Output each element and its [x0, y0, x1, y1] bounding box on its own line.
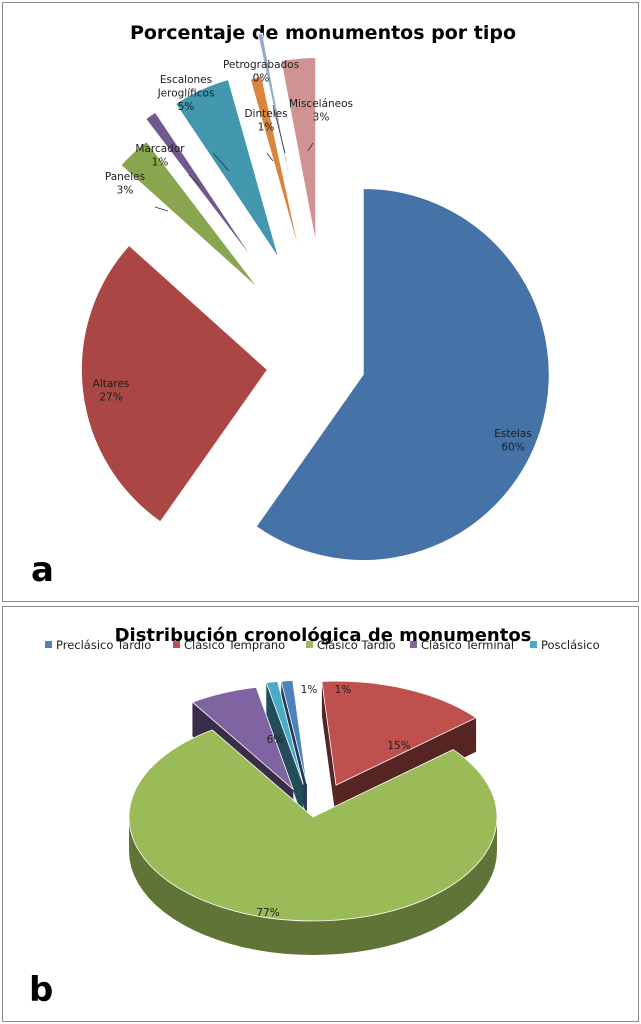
data-label-posclasico: 1%	[301, 684, 318, 696]
chart-panel-b: Distribución cronológica de monumentos P…	[2, 606, 639, 1022]
legend-label-posclasico: Posclásico	[541, 638, 600, 652]
data-label-clasico-terminal: 6%	[267, 734, 284, 746]
slice-dinteles	[249, 75, 302, 259]
chart-b-svg: Distribución cronológica de monumentos P…	[29, 625, 600, 1010]
leader-line-marcador	[188, 174, 200, 186]
chart-b-labels: 1% 15% 77% 6% 1%	[256, 684, 410, 919]
leader-line-miscelaneos	[307, 142, 314, 152]
slice-label-paneles: Paneles 3%	[105, 171, 145, 197]
slice-miscelaneos	[280, 57, 317, 244]
legend-label-clasico-temprano: Clásico Temprano	[184, 638, 285, 652]
chart-a-labels: Estelas 60% Altares 27% Paneles 3%Marcador 1% E…	[93, 59, 532, 454]
slice-label-marcador: Marcador 1%	[135, 143, 185, 169]
panel-letter-a: a	[31, 550, 54, 590]
slice-estelas	[255, 187, 550, 561]
slice-label-miscelaneos: Misceláneos 3%	[289, 98, 353, 124]
slice-altares	[80, 244, 269, 523]
slice-marcador	[145, 111, 259, 268]
data-label-clasico-tardio: 77%	[256, 907, 279, 919]
legend-label-preclasico-tardio: Preclásico Tardío	[56, 638, 151, 652]
slice-label-escalones-jeroglificos: Escalones Jeroglíficos 5%	[157, 74, 215, 113]
data-label-preclasico-tardio: 1%	[335, 684, 352, 696]
leader-line-dinteles	[266, 152, 274, 162]
legend-swatch-clasico-temprano	[173, 641, 180, 648]
legend-swatch-clasico-tardio	[306, 641, 313, 648]
legend-swatch-preclasico-tardio	[45, 641, 52, 648]
slice-label-dinteles: Dinteles 1%	[244, 108, 287, 134]
chart-b-legend: Preclásico Tardío Clásico Temprano Clásico…	[45, 638, 600, 652]
chart-b-slices	[128, 680, 498, 955]
chart-a-svg: Porcentaje de monumentos por tipo Estela…	[31, 22, 550, 590]
slice-label-petrograbados: Petrograbados 0%	[223, 59, 299, 85]
legend-label-clasico-terminal: Clásico Terminal	[421, 638, 514, 652]
slice-clasico-tardio	[128, 729, 498, 955]
data-label-clasico-temprano: 15%	[387, 740, 410, 752]
legend-swatch-clasico-terminal	[410, 641, 417, 648]
slice-label-altares: Altares 27%	[93, 378, 130, 404]
legend-swatch-posclasico	[530, 641, 537, 648]
chart-b-title: Distribución cronológica de monumentos	[115, 625, 532, 646]
slice-posclasico	[265, 681, 304, 819]
leader-line-paneles	[154, 206, 169, 212]
chart-a-title: Porcentaje de monumentos por tipo	[130, 22, 516, 44]
slice-paneles	[120, 140, 260, 290]
panel-letter-b: b	[29, 970, 53, 1010]
leader-line-petrograbados	[272, 104, 286, 154]
leader-line-escalones-jeroglificos	[212, 152, 230, 172]
chart-panel-a: Porcentaje de monumentos por tipo Estela…	[2, 2, 639, 602]
slice-label-estelas: Estelas 60%	[494, 428, 532, 454]
legend-label-clasico-tardio: Clásico Tardío	[317, 638, 396, 652]
